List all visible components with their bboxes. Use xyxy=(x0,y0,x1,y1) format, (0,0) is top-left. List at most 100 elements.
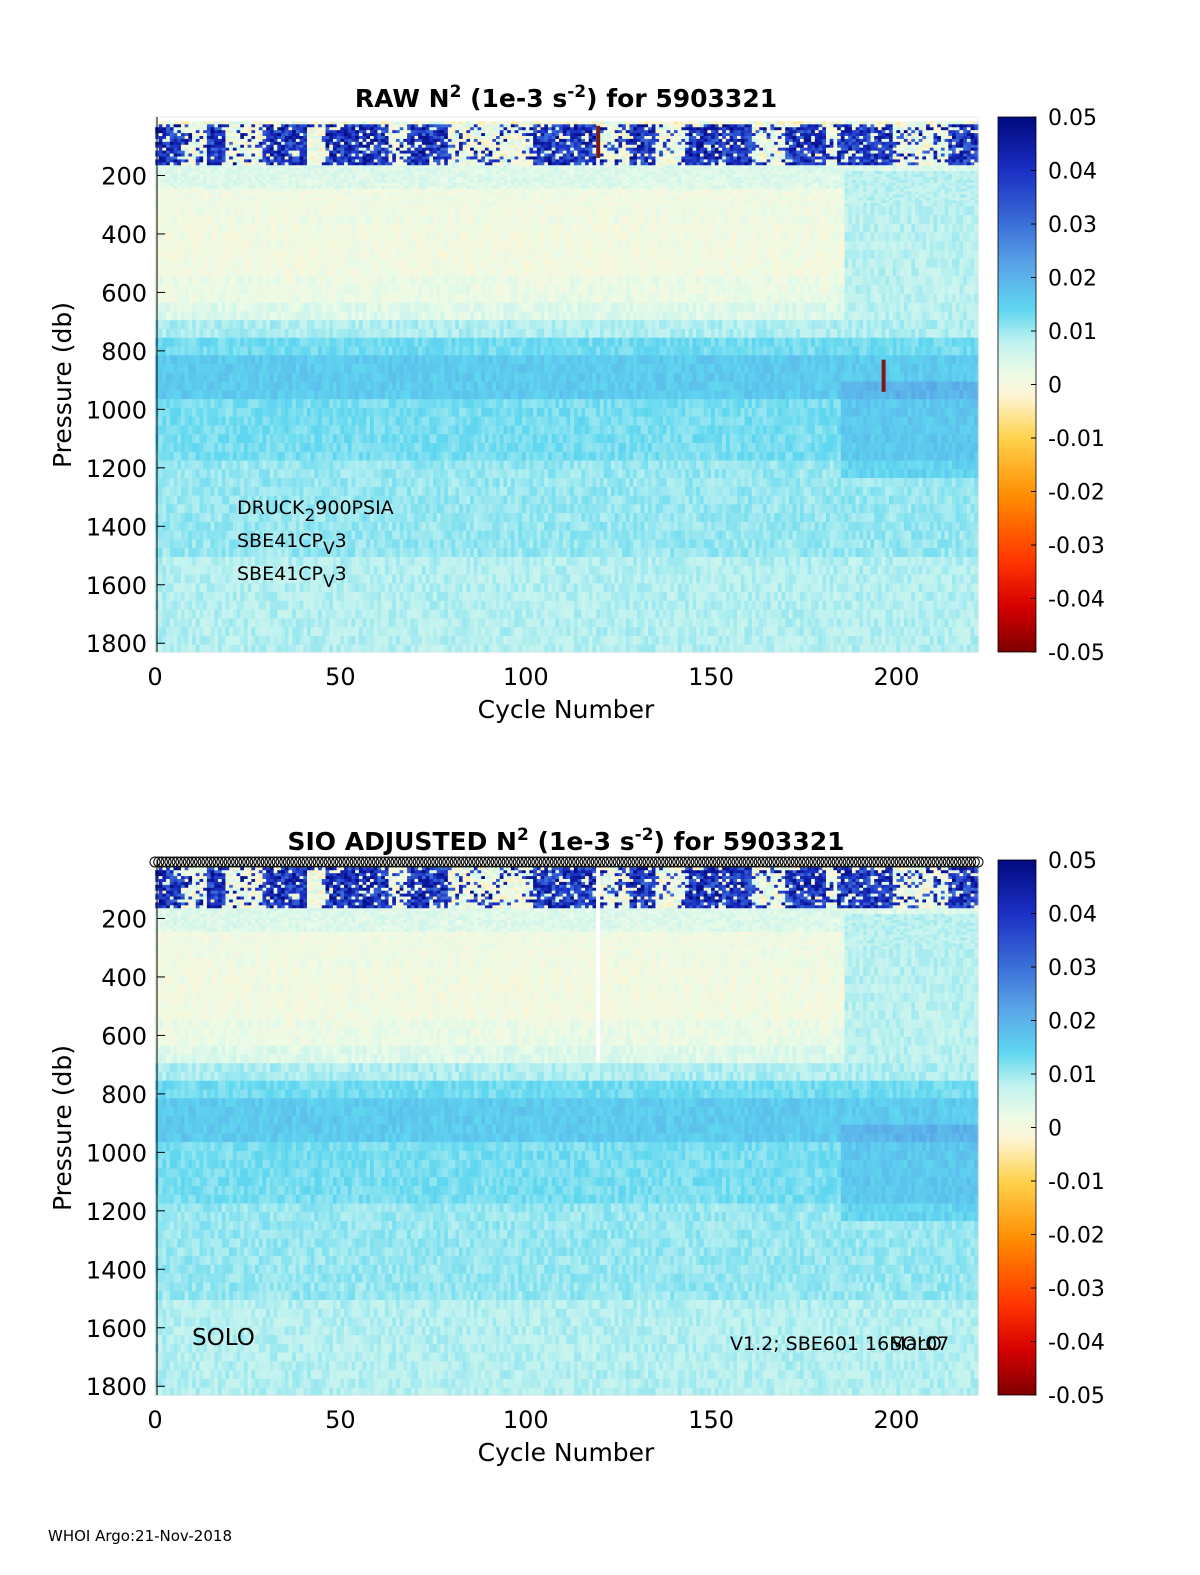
heatmap-cell xyxy=(300,241,304,250)
heatmap-cell xyxy=(207,618,211,627)
heatmap-cell xyxy=(296,469,300,478)
heatmap-cell xyxy=(229,557,233,566)
heatmap-cell xyxy=(300,592,304,601)
heatmap-cell xyxy=(192,311,196,320)
heatmap-cell xyxy=(329,276,333,285)
heatmap-cell xyxy=(218,443,222,452)
heatmap-cell xyxy=(233,215,237,224)
heatmap-cell xyxy=(196,557,200,566)
heatmap-cell xyxy=(192,355,196,364)
heatmap-cell xyxy=(255,206,259,215)
heatmap-cell xyxy=(188,601,192,610)
heatmap-cell xyxy=(188,320,192,329)
heatmap-cell xyxy=(348,539,352,548)
heatmap-cell xyxy=(337,478,341,487)
heatmap-cell xyxy=(203,627,207,636)
heatmap-cell xyxy=(222,539,226,548)
heatmap-cell xyxy=(311,285,315,294)
heatmap-cell xyxy=(255,355,259,364)
heatmap-cell xyxy=(311,408,315,417)
heatmap-cell xyxy=(192,417,196,426)
heatmap-cell xyxy=(237,250,241,259)
heatmap-cell xyxy=(196,346,200,355)
heatmap-cell xyxy=(211,364,215,373)
heatmap-cell xyxy=(181,215,185,224)
heatmap-cell xyxy=(259,443,263,452)
heatmap-cell xyxy=(359,417,363,426)
heatmap-cell xyxy=(214,434,218,443)
heatmap-cell xyxy=(307,224,311,233)
heatmap-cell xyxy=(207,548,211,557)
heatmap-cell xyxy=(329,285,333,294)
heatmap-cell xyxy=(285,478,289,487)
heatmap-cell xyxy=(355,268,359,277)
heatmap-cell xyxy=(207,373,211,382)
heatmap-cell xyxy=(348,294,352,303)
heatmap-cell xyxy=(333,382,337,391)
heatmap-cell xyxy=(199,636,203,645)
heatmap-cell xyxy=(303,303,307,312)
heatmap-cell xyxy=(355,469,359,478)
heatmap-cell xyxy=(337,232,341,241)
heatmap-cell xyxy=(177,268,181,277)
heatmap-cell xyxy=(314,215,318,224)
heatmap-cell xyxy=(237,276,241,285)
heatmap-cell xyxy=(326,425,330,434)
heatmap-cell xyxy=(199,575,203,584)
heatmap-cell xyxy=(214,566,218,575)
heatmap-cell xyxy=(188,522,192,531)
heatmap-cell xyxy=(285,452,289,461)
heatmap-cell xyxy=(188,285,192,294)
heatmap-cell xyxy=(218,434,222,443)
heatmap-cell xyxy=(355,408,359,417)
heatmap-cell xyxy=(196,320,200,329)
heatmap-cell xyxy=(329,382,333,391)
heatmap-cell xyxy=(218,504,222,513)
heatmap-cell xyxy=(225,224,229,233)
heatmap-cell xyxy=(162,215,166,224)
heatmap-cell xyxy=(303,390,307,399)
heatmap-cell xyxy=(177,390,181,399)
heatmap-cell xyxy=(192,285,196,294)
heatmap-cell xyxy=(311,425,315,434)
heatmap-cell xyxy=(244,241,248,250)
heatmap-cell xyxy=(251,592,255,601)
heatmap-cell xyxy=(344,382,348,391)
heatmap-cell xyxy=(359,373,363,382)
heatmap-cell xyxy=(329,610,333,619)
heatmap-cell xyxy=(326,346,330,355)
heatmap-cell xyxy=(363,364,367,373)
heatmap-cell xyxy=(181,408,185,417)
heatmap-cell xyxy=(300,618,304,627)
heatmap-cell xyxy=(174,268,178,277)
heatmap-cell xyxy=(174,241,178,250)
heatmap-cell xyxy=(270,338,274,347)
heatmap-cell xyxy=(274,618,278,627)
heatmap-cell xyxy=(185,539,189,548)
heatmap-cell xyxy=(303,382,307,391)
heatmap-cell xyxy=(199,390,203,399)
heatmap-cell xyxy=(296,390,300,399)
heatmap-cell xyxy=(211,461,215,470)
heatmap-cell xyxy=(266,373,270,382)
heatmap-cell xyxy=(174,364,178,373)
heatmap-cell xyxy=(188,548,192,557)
heatmap-cell xyxy=(359,583,363,592)
heatmap-cell xyxy=(277,425,281,434)
heatmap-cell xyxy=(237,487,241,496)
heatmap-cell xyxy=(188,382,192,391)
heatmap-cell xyxy=(318,215,322,224)
heatmap-cell xyxy=(211,408,215,417)
heatmap-cell xyxy=(318,627,322,636)
heatmap-cell xyxy=(192,610,196,619)
heatmap-cell xyxy=(244,425,248,434)
heatmap-cell xyxy=(218,206,222,215)
heatmap-cell xyxy=(314,241,318,250)
heatmap-cell xyxy=(166,303,170,312)
heatmap-cell xyxy=(159,645,163,653)
heatmap-cell xyxy=(181,557,185,566)
heatmap-cell xyxy=(170,294,174,303)
heatmap-cell xyxy=(225,469,229,478)
heatmap-cell xyxy=(159,610,163,619)
heatmap-cell xyxy=(251,355,255,364)
